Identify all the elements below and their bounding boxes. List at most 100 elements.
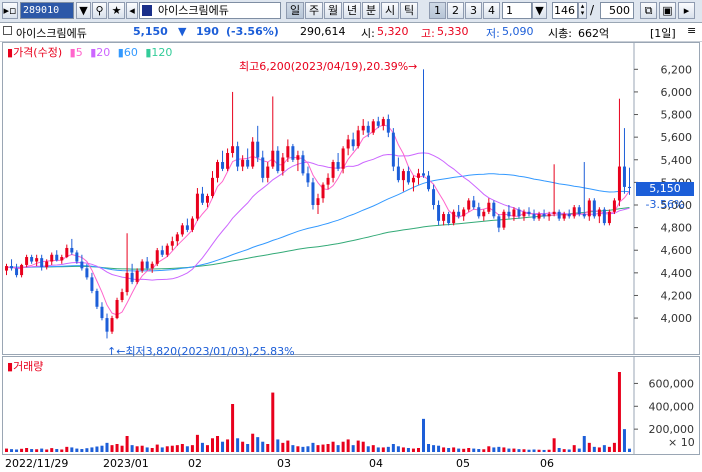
candle-body (432, 189, 436, 205)
x-label-feb: 02 (188, 457, 202, 470)
candle-body (120, 292, 124, 300)
volume-bar (60, 449, 64, 452)
candle-body (457, 211, 461, 217)
save-icon[interactable]: ▣ (659, 2, 676, 19)
volume-bar (522, 449, 526, 452)
candle-body (221, 162, 225, 169)
interval-dropdown-icon[interactable]: ▼ (532, 2, 547, 19)
volume-bar (110, 445, 114, 452)
candle-body (316, 198, 320, 205)
candle-body (160, 250, 164, 255)
candle-body (612, 200, 616, 212)
tab-tick[interactable]: 틱 (400, 2, 418, 19)
count-button-1[interactable]: 1 (429, 2, 446, 19)
volume-bar (185, 446, 189, 452)
candle-body (437, 205, 441, 221)
price-tick-label: 5,000 (661, 199, 693, 212)
stock-code-input[interactable]: 289010 (20, 2, 74, 19)
candle-body (447, 214, 451, 224)
candle-body (251, 141, 255, 167)
volume-bar (336, 445, 340, 452)
volume-bar (592, 446, 596, 452)
volume-bar (442, 447, 446, 452)
total-count-input[interactable]: 500 (600, 2, 634, 19)
volume-bar (10, 449, 14, 452)
candle-body (507, 211, 511, 217)
candle-body (210, 177, 214, 196)
volume-bar (497, 446, 501, 452)
volume-bar (341, 441, 345, 452)
volume-bar (261, 441, 265, 452)
volume-bar (321, 444, 325, 452)
volume-bar (371, 445, 375, 452)
volume-bar (236, 438, 240, 452)
candle-body (5, 266, 9, 271)
price-tick-label: 6,000 (661, 86, 693, 99)
period-tag: [1일] (650, 27, 676, 40)
volume-bar (50, 448, 54, 452)
candle-body (482, 211, 486, 217)
price-tick-label: 4,600 (661, 244, 693, 257)
volume-bar (447, 448, 451, 452)
info-menu-icon[interactable]: ≡ (687, 24, 697, 37)
count-button-3[interactable]: 3 (465, 2, 482, 19)
candle-body (301, 155, 305, 174)
volume-bar (85, 448, 89, 452)
candle-body (180, 225, 184, 235)
tab-year[interactable]: 년 (343, 2, 361, 19)
market-icon (142, 5, 152, 16)
more-icon[interactable]: ▸ (678, 2, 695, 19)
volume-bar (276, 439, 280, 452)
spin-icon[interactable]: ▴ ▾ (578, 2, 587, 19)
volume-bar (416, 448, 420, 452)
volume-bar (35, 449, 39, 452)
tab-hour[interactable]: 시 (381, 2, 399, 19)
quote-info-bar: 아이스크림에듀 5,150 ▼ 190 (-3.56%) 290,614 시: … (0, 23, 702, 42)
view-count-input[interactable]: 146 (552, 2, 578, 19)
interval-select[interactable]: 1 (502, 2, 532, 19)
tab-minute[interactable]: 분 (362, 2, 380, 19)
candle-body (291, 146, 295, 160)
candle-body (105, 318, 109, 332)
volume-bar (331, 441, 335, 452)
volume-bar (251, 433, 255, 452)
volume-bar (326, 444, 330, 452)
menu-icon[interactable]: ▸▫ (2, 2, 18, 19)
candle-body (622, 166, 626, 187)
search-icon[interactable]: ⚲ (92, 2, 107, 19)
candle-body (552, 211, 556, 215)
candle-body (125, 272, 129, 293)
count-button-2[interactable]: 2 (447, 2, 464, 19)
tab-week[interactable]: 주 (305, 2, 323, 19)
info-mcap: 662억 (578, 27, 610, 40)
ma120-line (6, 207, 630, 270)
stock-name-field[interactable]: 아이스크림에듀 (139, 2, 281, 19)
candle-body (75, 252, 79, 262)
volume-bar (587, 442, 591, 452)
dropdown-chevron-icon[interactable]: ▼ (76, 2, 91, 19)
count-button-4[interactable]: 4 (483, 2, 500, 19)
candle-body (130, 272, 134, 282)
candle-body (175, 234, 179, 242)
volume-bar (241, 441, 245, 452)
add-window-icon[interactable]: ⧉ (640, 2, 657, 19)
price-panel (2, 42, 700, 355)
checkbox-icon[interactable] (3, 26, 12, 35)
price-tick-label: 4,000 (661, 312, 693, 325)
candle-body (582, 214, 586, 217)
chart-toolbar: ▸▫ 289010 ▼ ⚲ ★ ◂ 아이스크림에듀 일 주 월 년 분 시 틱 … (0, 0, 702, 23)
volume-bar (422, 418, 426, 452)
tab-day[interactable]: 일 (286, 2, 304, 19)
tab-month[interactable]: 월 (324, 2, 342, 19)
favorite-star-icon[interactable]: ★ (108, 2, 125, 19)
candle-body (346, 139, 350, 149)
volume-bar (311, 442, 315, 452)
x-label-jan: 2023/01 (103, 457, 149, 470)
candle-body (522, 211, 526, 217)
volume-bar (195, 434, 199, 452)
prev-icon[interactable]: ◂ (126, 2, 138, 19)
volume-bar (55, 449, 59, 452)
candle-body (547, 214, 551, 217)
volume-bar (386, 446, 390, 452)
